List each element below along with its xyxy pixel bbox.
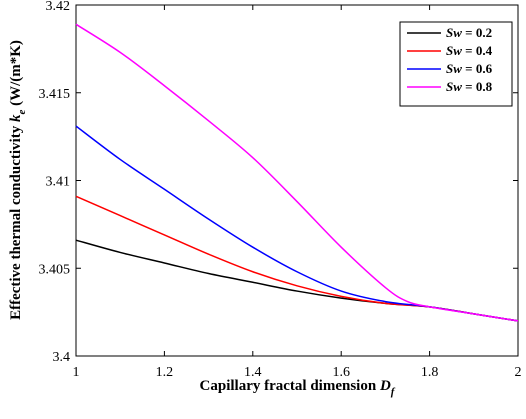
x-tick-label: 1.8 bbox=[421, 365, 439, 380]
series-line bbox=[75, 23, 519, 322]
legend-label-value: = 0.2 bbox=[462, 25, 492, 40]
x-tick-label: 1.4 bbox=[244, 365, 262, 380]
y-tick-label: 3.405 bbox=[39, 262, 71, 277]
legend-label-variable: Sw bbox=[446, 61, 462, 76]
y-axis-label-unit: (W/(m*K) bbox=[8, 40, 24, 110]
y-axis-title: Effective thermal conductivity ke (W/(m*… bbox=[8, 40, 28, 320]
y-axis-label-subscript: e bbox=[16, 110, 28, 115]
legend-label-variable: Sw bbox=[446, 25, 462, 40]
svg-text:Capillary fractal dimension Df: Capillary fractal dimension Df bbox=[200, 378, 396, 398]
legend-label-value: = 0.8 bbox=[462, 79, 493, 94]
x-tick-label: 1.2 bbox=[156, 365, 174, 380]
x-axis-title: Capillary fractal dimension Df bbox=[200, 378, 396, 398]
x-axis-label-main: Capillary fractal dimension bbox=[200, 378, 380, 394]
legend-label: Sw = 0.4 bbox=[446, 43, 493, 58]
x-tick-label: 1.6 bbox=[332, 365, 350, 380]
y-tick-label: 3.41 bbox=[46, 175, 71, 190]
legend-label: Sw = 0.6 bbox=[446, 61, 493, 76]
x-tick-label: 1 bbox=[73, 365, 80, 380]
legend-label-value: = 0.6 bbox=[462, 61, 493, 76]
y-axis-label-symbol: k bbox=[8, 114, 24, 122]
x-tick-label: 2 bbox=[515, 365, 522, 380]
legend-label-variable: Sw bbox=[446, 79, 462, 94]
series-lines bbox=[75, 23, 519, 322]
legend-label-variable: Sw bbox=[446, 43, 462, 58]
legend-label-value: = 0.4 bbox=[462, 43, 493, 58]
y-tick-label: 3.42 bbox=[46, 0, 71, 14]
axis-ticks: 1 1.2 1.4 1.6 1.8 2 3.4 3.405 3.41 3.415 3.42 bbox=[39, 0, 522, 380]
y-tick-label: 3.4 bbox=[53, 350, 71, 365]
svg-text:Effective thermal conductivity: Effective thermal conductivity ke (W/(m*… bbox=[8, 40, 28, 320]
legend-label: Sw = 0.8 bbox=[446, 79, 493, 94]
legend-label: Sw = 0.2 bbox=[446, 25, 492, 40]
legend: Sw = 0.2Sw = 0.4Sw = 0.6Sw = 0.8 bbox=[399, 21, 513, 107]
legend-box bbox=[399, 21, 513, 107]
x-axis-label-subscript: f bbox=[391, 386, 396, 398]
y-axis-label-main: Effective thermal conductivity bbox=[8, 122, 24, 320]
y-tick-label: 3.415 bbox=[39, 87, 71, 102]
x-axis-label-symbol: D bbox=[379, 378, 391, 394]
